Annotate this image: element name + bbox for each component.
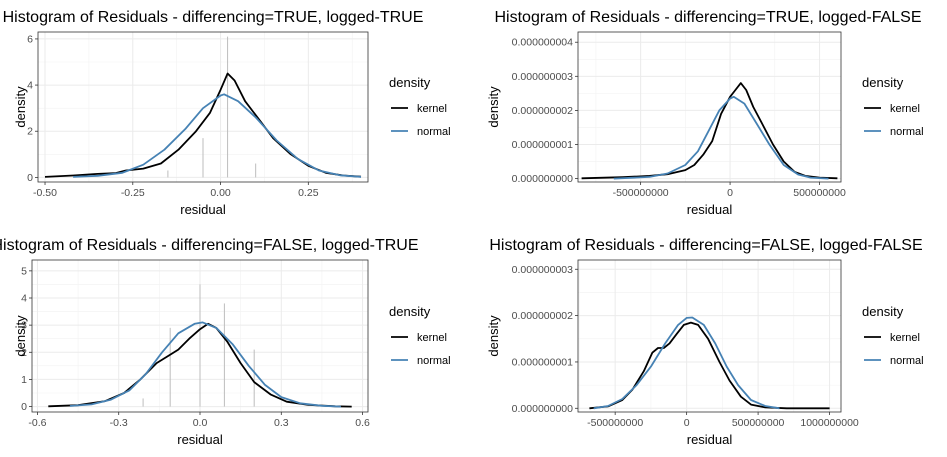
x-axis-label: residual bbox=[687, 432, 733, 447]
legend-title: density bbox=[862, 304, 904, 319]
x-tick-label: -0.50 bbox=[33, 187, 57, 199]
y-tick-label: 6 bbox=[27, 33, 33, 45]
y-tick-label: 0.000000000 bbox=[512, 403, 573, 415]
legend-label-normal: normal bbox=[890, 126, 924, 138]
y-tick-label: 0 bbox=[27, 172, 33, 184]
y-tick-label: 4 bbox=[27, 80, 33, 92]
legend: density kernel normal bbox=[389, 75, 451, 138]
y-tick-label: 2 bbox=[21, 347, 27, 359]
legend-label-kernel: kernel bbox=[890, 103, 920, 115]
y-axis-label: density bbox=[486, 86, 501, 128]
legend-label-normal: normal bbox=[890, 355, 924, 367]
y-tick-label: 0.000000000 bbox=[512, 173, 573, 185]
y-tick-label: 0.000000004 bbox=[512, 37, 573, 49]
series-line-normal bbox=[69, 321, 341, 408]
series-line-kernel bbox=[581, 82, 838, 180]
x-tick-label: 500000000 bbox=[793, 187, 846, 199]
chart-title: Histogram of Residuals - differencing=FA… bbox=[0, 237, 419, 254]
x-tick-label: -500000000 bbox=[613, 187, 669, 199]
x-tick-label: 0.6 bbox=[355, 417, 370, 429]
legend-label-kernel: kernel bbox=[417, 103, 447, 115]
chart-title: Histogram of Residuals - differencing=FA… bbox=[489, 237, 922, 254]
x-tick-label: -500000000 bbox=[587, 417, 643, 429]
plot-background bbox=[578, 32, 841, 182]
y-tick-label: 0.000000003 bbox=[512, 71, 573, 83]
x-tick-label: 0.0 bbox=[193, 417, 208, 429]
y-tick-label: 5 bbox=[21, 265, 27, 277]
x-tick-label: 1000000000 bbox=[800, 417, 859, 429]
y-tick-label: 2 bbox=[27, 126, 33, 138]
plot-border bbox=[577, 259, 842, 413]
legend-title: density bbox=[389, 304, 431, 319]
y-tick-label: 0.000000002 bbox=[512, 310, 573, 322]
series-line-normal bbox=[613, 95, 829, 180]
legend: density kernel normal bbox=[389, 304, 451, 367]
chart-panel-1: -0.50 -0.25 0.00 0.25 0 2 4 6 Histogram of Resid… bbox=[3, 9, 451, 217]
chart-panel-3: -0.6 -0.3 0.0 0.3 0.6 0 1 2 3 4 5 Histogram of Resi… bbox=[0, 237, 451, 447]
legend: density kernel normal bbox=[862, 75, 924, 138]
legend-label-normal: normal bbox=[417, 355, 451, 367]
legend-label-kernel: kernel bbox=[890, 332, 920, 344]
x-tick-label: -0.25 bbox=[121, 187, 145, 199]
y-axis-label: density bbox=[13, 86, 28, 128]
legend: density kernel normal bbox=[862, 304, 924, 367]
y-tick-label: 0 bbox=[21, 401, 27, 413]
x-tick-label: 0.00 bbox=[210, 187, 231, 199]
y-tick-label: 4 bbox=[21, 293, 27, 305]
chart-title: Histogram of Residuals - differencing=TR… bbox=[3, 9, 424, 26]
y-tick-label: 0.000000003 bbox=[512, 264, 573, 276]
x-tick-label: -0.3 bbox=[110, 417, 128, 429]
y-axis-label: density bbox=[13, 315, 28, 357]
y-axis-label: density bbox=[486, 315, 501, 357]
plot-border bbox=[577, 31, 842, 183]
legend-label-normal: normal bbox=[417, 126, 451, 138]
series-line-normal bbox=[73, 93, 362, 178]
x-tick-label: 500000000 bbox=[732, 417, 785, 429]
x-tick-label: 0 bbox=[684, 417, 690, 429]
legend-label-kernel: kernel bbox=[417, 332, 447, 344]
legend-title: density bbox=[862, 75, 904, 90]
x-tick-label: -0.6 bbox=[28, 417, 46, 429]
series-line-normal bbox=[593, 316, 780, 410]
y-tick-label: 0.000000002 bbox=[512, 105, 573, 117]
legend-title: density bbox=[389, 75, 431, 90]
y-tick-label: 3 bbox=[21, 320, 27, 332]
x-axis-label: residual bbox=[180, 202, 226, 217]
y-tick-label: 0.000000001 bbox=[512, 356, 573, 368]
y-tick-label: 0.000000001 bbox=[512, 139, 573, 151]
chart-title: Histogram of Residuals - differencing=TR… bbox=[494, 9, 921, 26]
plot-background bbox=[578, 260, 841, 412]
chart-panel-4: -500000000 0 500000000 1000000000 0.00000000… bbox=[486, 237, 924, 447]
x-tick-label: 0 bbox=[727, 187, 733, 199]
x-tick-label: 0.25 bbox=[298, 187, 319, 199]
chart-panel-2: -500000000 0 500000000 0.000000000 0.0000000… bbox=[486, 9, 924, 217]
x-axis-label: residual bbox=[687, 202, 733, 217]
y-tick-label: 1 bbox=[21, 374, 27, 386]
x-tick-label: 0.3 bbox=[274, 417, 289, 429]
plot-border bbox=[37, 31, 369, 183]
series-line-kernel bbox=[589, 321, 830, 410]
x-axis-label: residual bbox=[177, 432, 223, 447]
